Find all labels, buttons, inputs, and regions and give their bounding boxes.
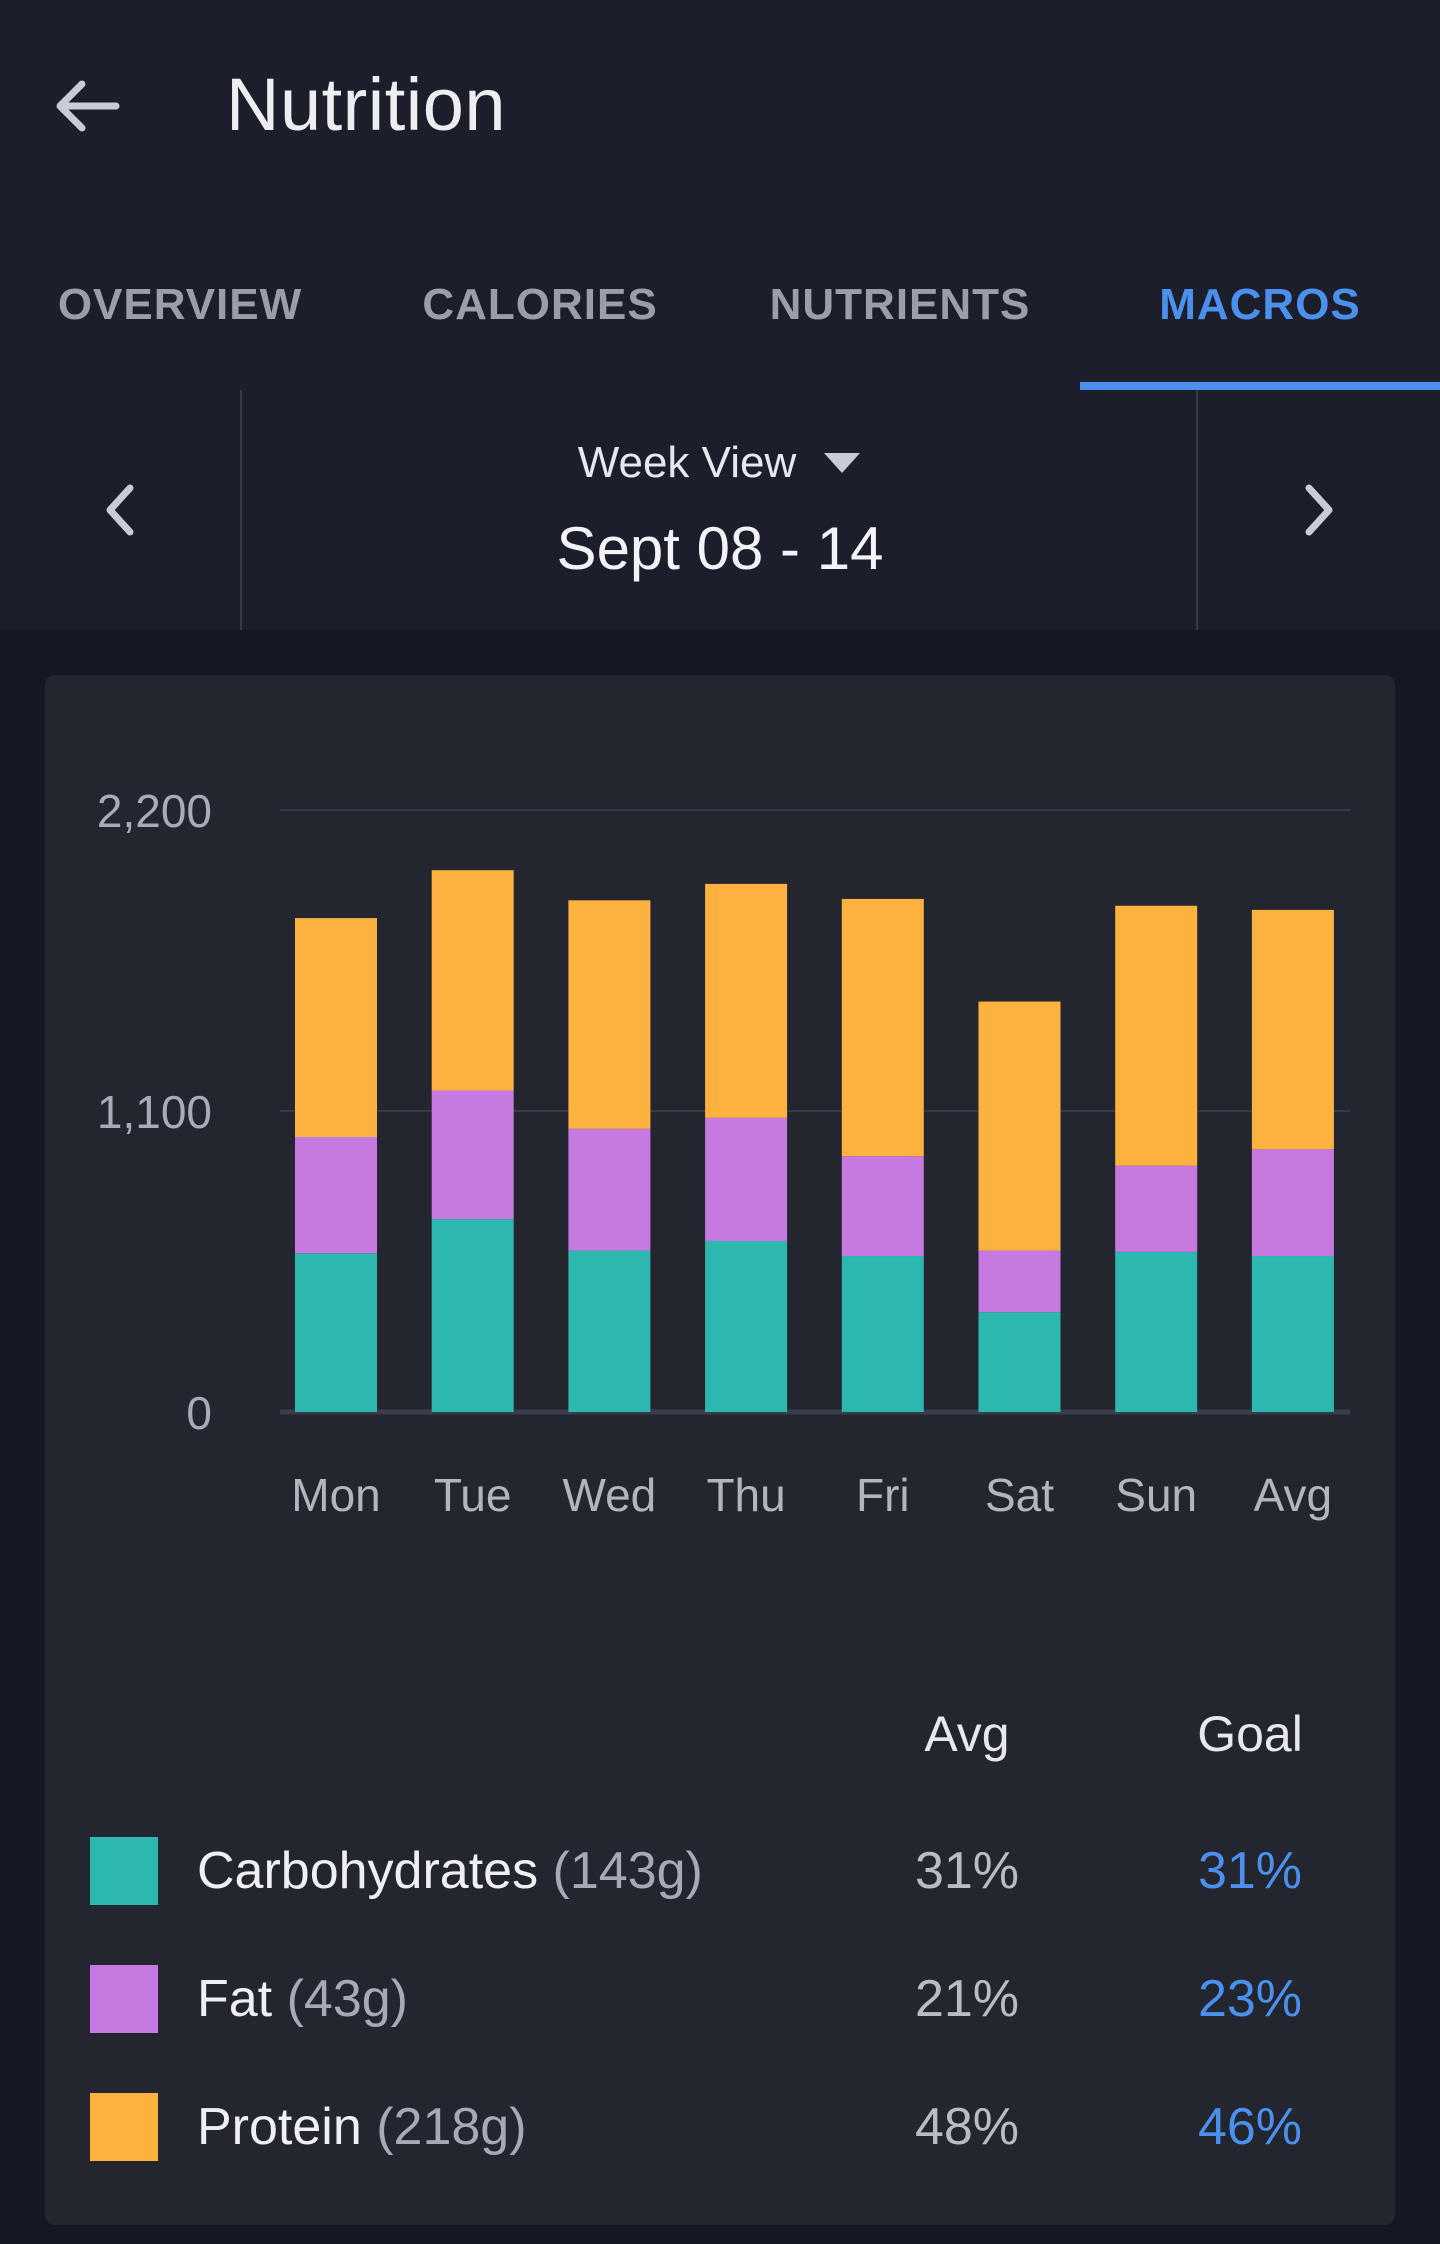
macro-goal-percent[interactable]: 46% bbox=[1197, 2098, 1303, 2156]
bar-sun-fat[interactable] bbox=[1115, 1165, 1198, 1252]
bar-avg-fat[interactable] bbox=[1251, 1149, 1334, 1257]
date-range: Sept 08 - 14 bbox=[556, 515, 884, 582]
macro-goal-percent[interactable]: 23% bbox=[1197, 1970, 1303, 2028]
goal-column-header: Goal bbox=[1197, 1706, 1303, 1762]
macro-goal-percent[interactable]: 31% bbox=[1197, 1842, 1303, 1900]
bar-sat-carbohydrates[interactable] bbox=[978, 1312, 1061, 1412]
bar-fri-fat[interactable] bbox=[841, 1156, 924, 1257]
x-tick-label: Wed bbox=[563, 1469, 657, 1521]
y-tick-label: 2,200 bbox=[97, 785, 212, 837]
tab-overview[interactable]: OVERVIEW bbox=[57, 280, 303, 329]
bar-thu-carbohydrates[interactable] bbox=[705, 1240, 788, 1412]
x-tick-label: Mon bbox=[291, 1469, 380, 1521]
bar-tue-carbohydrates[interactable] bbox=[431, 1219, 514, 1412]
macro-name: Protein bbox=[197, 2098, 362, 2156]
x-tick-label: Sun bbox=[1115, 1469, 1197, 1521]
legend-label: Protein (218g) bbox=[197, 2097, 527, 2157]
caret-down-icon bbox=[824, 453, 861, 473]
tab-bar: OVERVIEW CALORIES NUTRIENTS MACROS bbox=[0, 220, 1440, 390]
macros-stacked-bar-chart: 2,200 1,100 0 Mon Tue Wed Thu Fri Sat Sun Avg bbox=[97, 785, 1350, 1521]
bar-tue-fat[interactable] bbox=[431, 1090, 514, 1220]
bar-sun-carbohydrates[interactable] bbox=[1115, 1251, 1198, 1412]
bar-wed-fat[interactable] bbox=[568, 1128, 651, 1251]
y-tick-label: 1,100 bbox=[97, 1086, 212, 1138]
app-bar: Nutrition bbox=[0, 0, 1440, 220]
bar-fri-carbohydrates[interactable] bbox=[841, 1256, 924, 1412]
bar-mon-fat[interactable] bbox=[295, 1136, 377, 1254]
macro-grams: (43g) bbox=[286, 1970, 408, 2028]
x-tick-label: Tue bbox=[434, 1469, 512, 1521]
y-tick-label: 0 bbox=[186, 1387, 212, 1439]
macro-avg-percent: 21% bbox=[914, 1970, 1020, 2028]
macro-grams: (143g) bbox=[552, 1842, 703, 1900]
view-label: Week View bbox=[577, 438, 797, 487]
x-tick-label: Thu bbox=[706, 1469, 785, 1521]
bar-wed-protein[interactable] bbox=[568, 900, 651, 1129]
legend-label: Fat (43g) bbox=[197, 1969, 408, 2029]
tab-nutrients[interactable]: NUTRIENTS bbox=[769, 280, 1031, 329]
fat-swatch bbox=[90, 1965, 158, 2033]
legend-label: Carbohydrates (143g) bbox=[197, 1841, 703, 1901]
legend-row-carbohydrates: Carbohydrates (143g) 31% 31% bbox=[45, 1825, 1395, 1915]
bar-mon-carbohydrates[interactable] bbox=[295, 1253, 377, 1412]
tab-macros[interactable]: MACROS bbox=[1159, 280, 1361, 329]
macro-name: Fat bbox=[197, 1970, 273, 2028]
chevron-right-icon bbox=[1305, 484, 1333, 536]
avg-column-header: Avg bbox=[924, 1706, 1010, 1762]
macro-avg-percent: 48% bbox=[914, 2098, 1020, 2156]
carbohydrates-swatch bbox=[90, 1837, 158, 1905]
active-tab-indicator bbox=[1080, 382, 1440, 390]
bar-fri-protein[interactable] bbox=[841, 898, 924, 1157]
arrow-left-icon bbox=[56, 80, 120, 132]
date-selector: Week View Sept 08 - 14 bbox=[242, 390, 1198, 630]
bar-mon-protein[interactable] bbox=[295, 918, 377, 1137]
legend-row-protein: Protein (218g) 48% 46% bbox=[45, 2081, 1395, 2171]
x-tick-label: Fri bbox=[856, 1469, 910, 1521]
macros-card: 2,200 1,100 0 Mon Tue Wed Thu Fri Sat Sun Avg Avg … bbox=[45, 675, 1395, 2225]
previous-week-button[interactable] bbox=[0, 390, 242, 630]
page-title: Nutrition bbox=[226, 63, 507, 146]
bar-sat-protein[interactable] bbox=[978, 1001, 1061, 1251]
date-navigation: Week View Sept 08 - 14 bbox=[0, 390, 1440, 630]
bar-thu-protein[interactable] bbox=[705, 883, 788, 1118]
bar-avg-carbohydrates[interactable] bbox=[1251, 1256, 1334, 1412]
next-week-button[interactable] bbox=[1196, 390, 1440, 630]
tab-calories[interactable]: CALORIES bbox=[422, 280, 658, 329]
bar-wed-carbohydrates[interactable] bbox=[568, 1250, 651, 1412]
view-dropdown[interactable]: Week View bbox=[242, 438, 1198, 488]
x-tick-label: Sat bbox=[985, 1469, 1054, 1521]
bar-tue-protein[interactable] bbox=[431, 870, 514, 1091]
x-tick-label: Avg bbox=[1254, 1469, 1332, 1521]
bar-avg-protein[interactable] bbox=[1251, 909, 1334, 1150]
bar-thu-fat[interactable] bbox=[705, 1117, 788, 1241]
macro-name: Carbohydrates bbox=[197, 1842, 539, 1900]
protein-swatch bbox=[90, 2093, 158, 2161]
bar-sun-protein[interactable] bbox=[1115, 905, 1198, 1166]
bar-sat-fat[interactable] bbox=[978, 1250, 1061, 1313]
legend-row-fat: Fat (43g) 21% 23% bbox=[45, 1953, 1395, 2043]
chevron-left-icon bbox=[106, 484, 134, 536]
back-button[interactable] bbox=[50, 56, 160, 156]
macro-grams: (218g) bbox=[376, 2098, 527, 2156]
macro-avg-percent: 31% bbox=[914, 1842, 1020, 1900]
